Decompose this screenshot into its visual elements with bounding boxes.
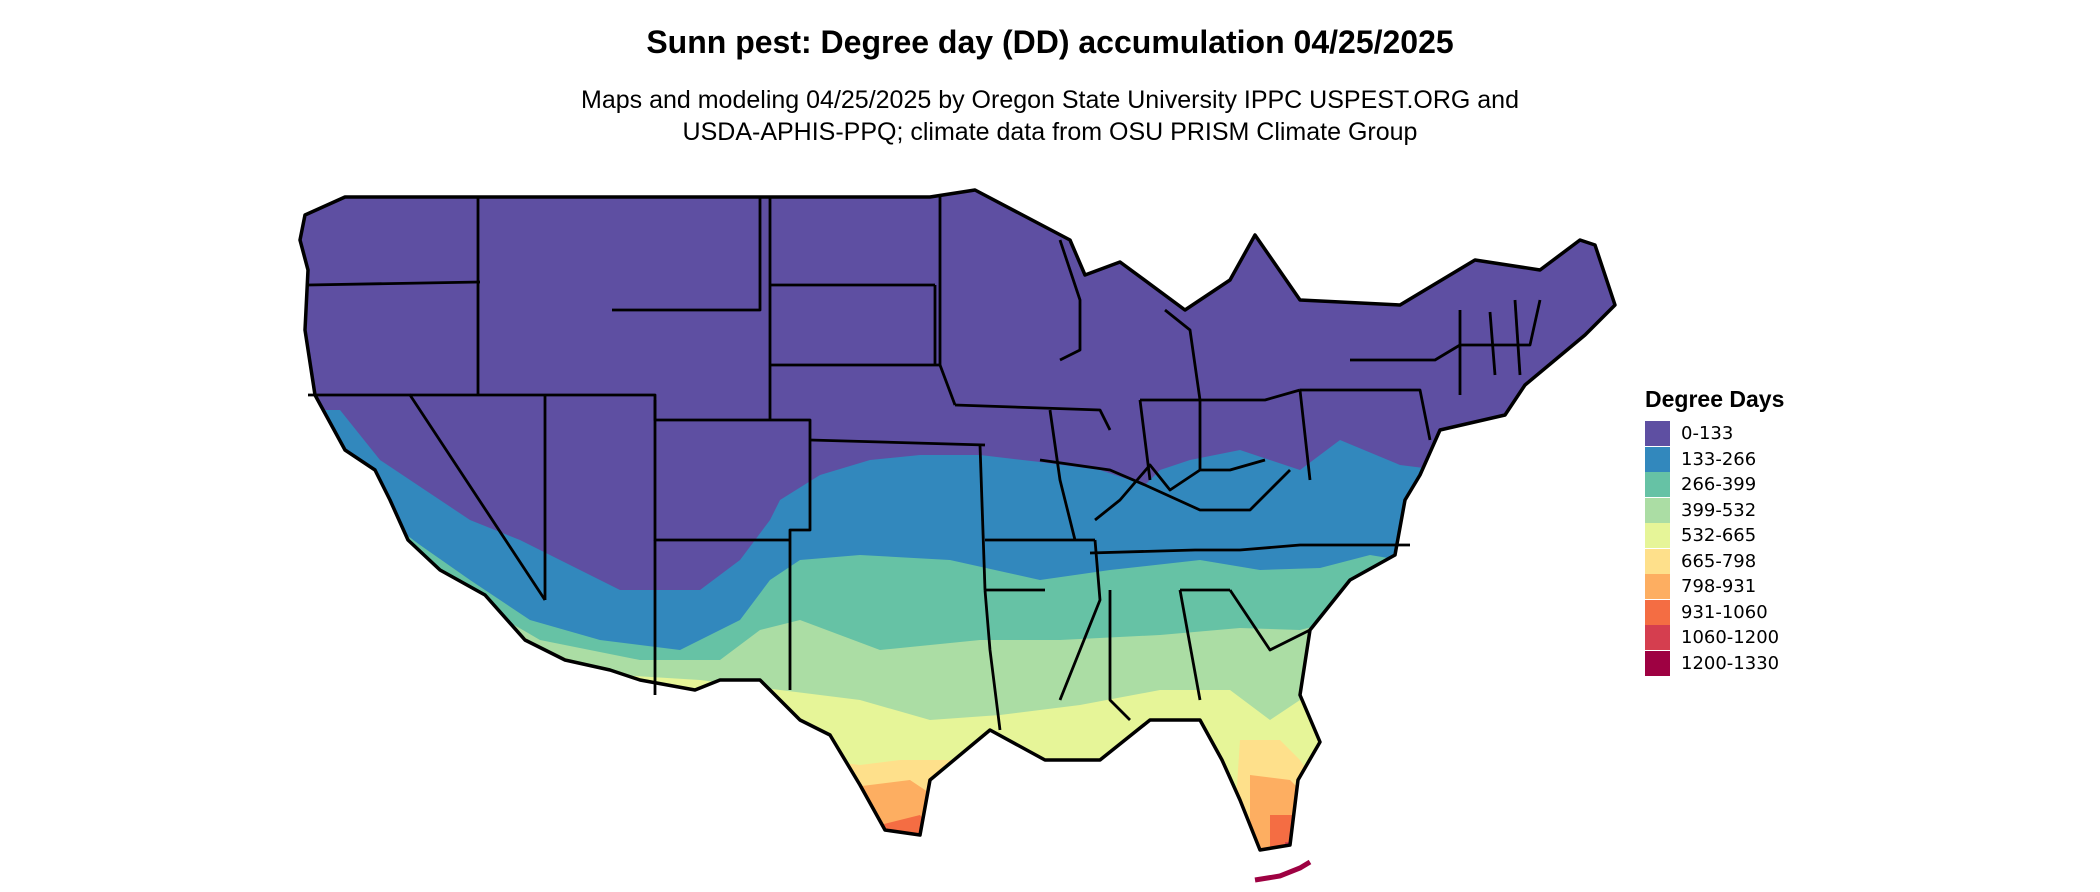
legend-label: 399-532	[1681, 499, 1757, 521]
legend-label: 266-399	[1681, 474, 1757, 496]
legend-item: 532-665	[1645, 523, 1784, 549]
legend-item: 798-931	[1645, 574, 1784, 600]
legend-item: 399-532	[1645, 497, 1784, 524]
legend-label: 1060-1200	[1681, 627, 1780, 649]
legend-item: 0-133	[1645, 421, 1784, 447]
legend-label: 665-798	[1681, 550, 1757, 572]
legend-label: 0-133	[1681, 423, 1734, 445]
legend-swatch	[1645, 497, 1670, 523]
legend-label: 798-931	[1681, 576, 1757, 598]
florida-keys	[1254, 859, 1312, 883]
legend-swatch	[1645, 446, 1670, 472]
subtitle-line-1: Maps and modeling 04/25/2025 by Oregon S…	[581, 86, 1519, 114]
legend-swatch	[1645, 650, 1670, 676]
legend-item: 931-1060	[1645, 599, 1784, 626]
legend-swatch	[1645, 472, 1670, 498]
legend-item: 133-266	[1645, 446, 1784, 473]
legend-swatch	[1645, 421, 1670, 447]
legend-item: 1200-1330	[1645, 650, 1784, 677]
map-subtitle: Maps and modeling 04/25/2025 by Oregon S…	[0, 84, 2100, 148]
legend-item: 266-399	[1645, 472, 1784, 498]
legend-label: 1200-1330	[1681, 652, 1780, 674]
state-borders	[307, 197, 1542, 731]
legend-swatch	[1645, 548, 1670, 574]
legend-swatch	[1645, 574, 1670, 600]
legend-label: 931-1060	[1681, 601, 1768, 623]
legend-item: 1060-1200	[1645, 625, 1784, 651]
legend-title: Degree Days	[1645, 386, 1785, 412]
legend-swatch	[1645, 625, 1670, 651]
map-legend: Degree Days 0-133 133-266 266-399 399-53…	[1645, 386, 1784, 676]
subtitle-line-2: USDA-APHIS-PPQ; climate data from OSU PR…	[682, 118, 1418, 146]
legend-item: 665-798	[1645, 548, 1784, 575]
country-outline	[298, 188, 1617, 852]
legend-label: 532-665	[1681, 525, 1757, 547]
legend-swatch	[1645, 523, 1670, 549]
map-title: Sunn pest: Degree day (DD) accumulation …	[646, 24, 1454, 60]
legend-swatch	[1645, 599, 1670, 625]
legend-label: 133-266	[1681, 448, 1757, 470]
